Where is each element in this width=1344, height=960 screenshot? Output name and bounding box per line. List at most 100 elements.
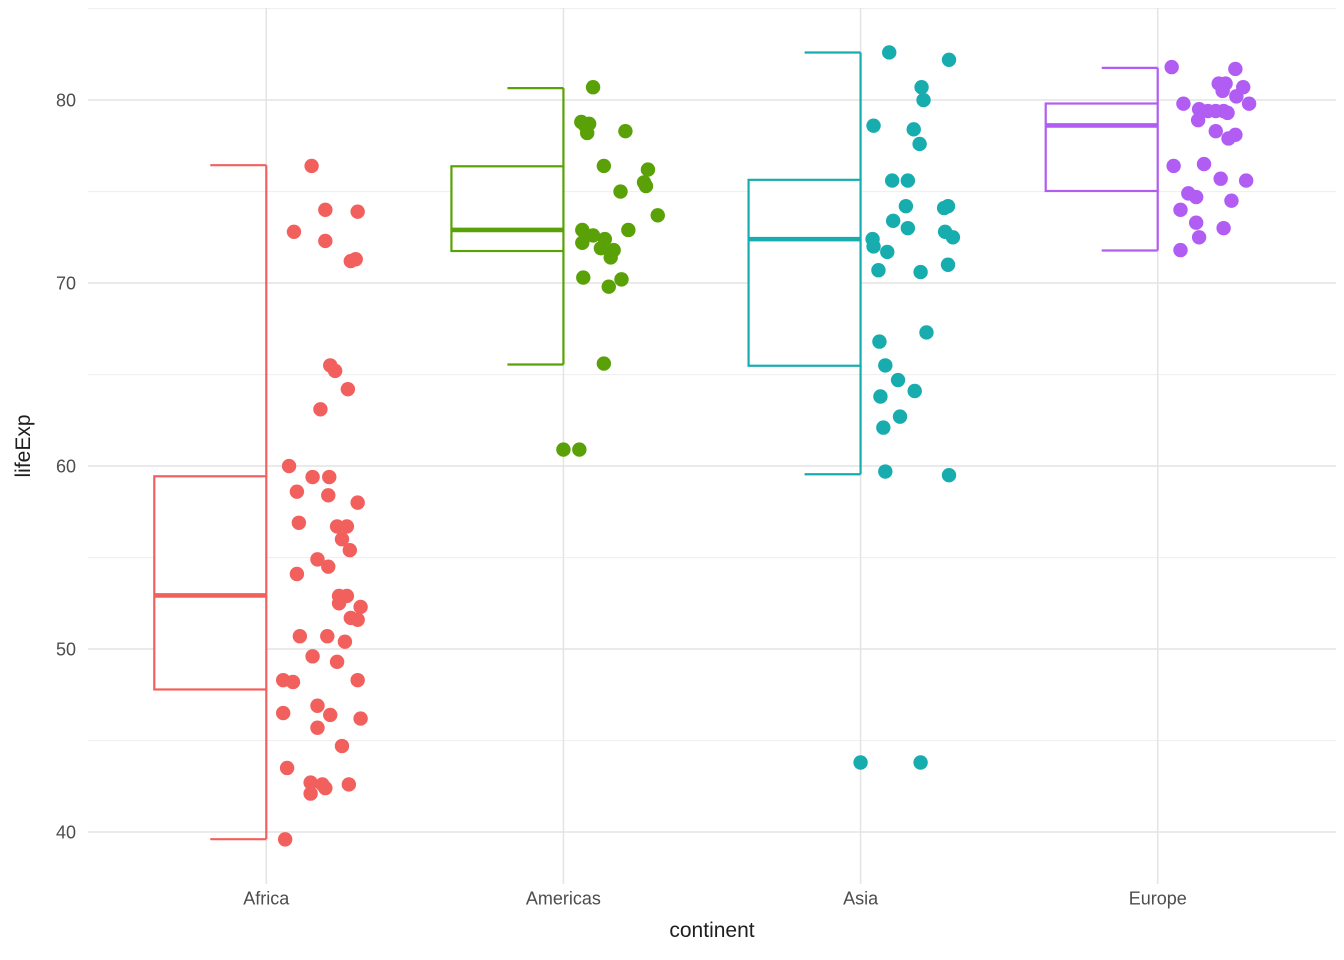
data-point (1221, 131, 1236, 146)
box-iqr (153, 475, 268, 691)
data-point (913, 755, 928, 770)
data-point (1173, 242, 1188, 258)
data-point (898, 198, 914, 214)
data-point (277, 832, 293, 847)
outlier-point (853, 755, 868, 770)
data-point (1213, 171, 1228, 186)
data-point (866, 118, 881, 133)
box-iqr (450, 165, 565, 253)
data-point (572, 442, 587, 457)
data-point (601, 279, 616, 294)
data-point (892, 409, 908, 424)
data-point (318, 233, 333, 249)
data-point (305, 649, 320, 664)
data-point (321, 488, 336, 503)
x-tick-label: Europe (1129, 888, 1187, 908)
data-point (914, 80, 929, 95)
data-point (289, 566, 305, 582)
data-point (342, 543, 358, 558)
x-axis-title: continent (669, 919, 755, 942)
data-point (329, 519, 345, 534)
data-point (940, 257, 956, 272)
data-point (289, 484, 305, 499)
data-point (640, 162, 656, 177)
box-group-africa (153, 164, 268, 841)
data-point (880, 244, 895, 260)
data-point (334, 738, 350, 754)
data-point (621, 222, 636, 238)
data-point (320, 629, 335, 644)
data-point (305, 469, 320, 485)
data-point (912, 136, 927, 152)
box-iqr (1044, 102, 1159, 193)
data-point (603, 250, 618, 265)
data-point (350, 495, 365, 510)
data-point (310, 720, 325, 735)
data-point (919, 325, 934, 340)
data-point (310, 552, 325, 567)
data-point (321, 559, 336, 574)
data-point (936, 200, 952, 216)
data-point (310, 698, 325, 713)
data-point (340, 381, 356, 397)
data-point (281, 458, 297, 474)
data-point (878, 464, 893, 479)
data-point (885, 213, 901, 229)
data-point (900, 220, 916, 236)
data-point (576, 270, 591, 285)
data-point (279, 760, 295, 776)
data-point (313, 402, 328, 417)
data-point (318, 202, 333, 218)
data-point (327, 363, 343, 379)
data-point (1216, 220, 1231, 236)
data-point (285, 674, 301, 690)
data-point (618, 123, 633, 139)
box-group-americas (450, 87, 571, 457)
data-point (329, 654, 345, 670)
data-point (353, 711, 368, 726)
data-point (350, 672, 365, 688)
data-point (876, 420, 891, 435)
points-group-americas (572, 80, 665, 457)
data-point (303, 775, 318, 790)
data-point (613, 184, 628, 199)
data-point (873, 389, 888, 404)
data-point (337, 634, 353, 649)
data-point (322, 469, 337, 485)
data-point (906, 122, 921, 137)
data-point (1228, 61, 1243, 77)
data-point (1215, 83, 1230, 99)
data-point (650, 208, 665, 223)
data-point (575, 222, 590, 238)
data-point (334, 532, 350, 547)
data-point (890, 372, 906, 388)
data-point (292, 629, 308, 644)
data-point (878, 358, 893, 373)
data-point (596, 356, 612, 371)
data-point (900, 173, 916, 188)
data-point (872, 334, 887, 349)
box-iqr (747, 178, 862, 367)
data-point (866, 239, 881, 254)
data-point (353, 599, 368, 615)
data-point (275, 705, 291, 721)
data-point (303, 786, 318, 801)
outlier-point (556, 442, 571, 457)
x-tick-label: Africa (243, 888, 290, 908)
data-point (1176, 96, 1191, 111)
data-point (350, 612, 365, 627)
data-point (1229, 89, 1244, 104)
data-point (1188, 189, 1204, 205)
data-point (1166, 158, 1181, 174)
y-tick-label: 80 (56, 90, 76, 110)
data-point (945, 230, 961, 245)
data-point (350, 204, 365, 219)
points-group-europe (1164, 59, 1257, 258)
data-point (593, 241, 609, 256)
data-point (884, 173, 900, 188)
data-point (1173, 202, 1188, 218)
data-point (331, 596, 347, 611)
